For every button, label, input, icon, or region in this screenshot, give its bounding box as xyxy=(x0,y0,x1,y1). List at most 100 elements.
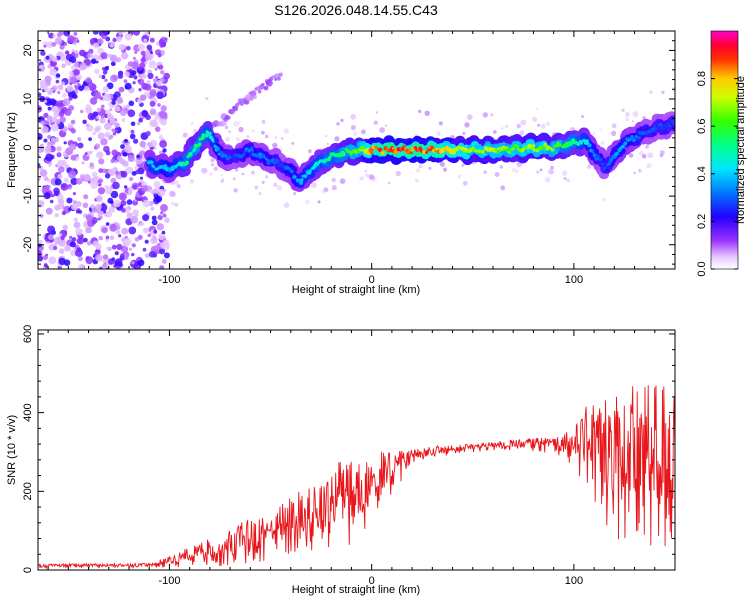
colorbar-gradient xyxy=(710,30,739,270)
noise-speckle xyxy=(64,245,71,252)
noise-speckle xyxy=(119,109,127,117)
noise-speckle xyxy=(121,207,126,213)
halo-speckle xyxy=(641,154,647,159)
halo-speckle xyxy=(395,170,401,177)
noise-speckle xyxy=(82,202,89,209)
noise-speckle xyxy=(157,64,164,70)
x-tick-label: -100 xyxy=(158,274,180,286)
noise-speckle xyxy=(123,237,132,246)
ridge-cell xyxy=(587,143,592,148)
noise-speckle xyxy=(139,140,146,148)
halo-speckle xyxy=(638,150,645,156)
noise-speckle xyxy=(63,141,67,145)
colorbar-label: Normalized spectral amplitude xyxy=(735,76,747,224)
branch-speckle xyxy=(227,116,231,120)
halo-speckle xyxy=(592,132,595,135)
branch-speckle xyxy=(265,79,273,87)
halo-speckle xyxy=(415,168,421,173)
halo-speckle xyxy=(511,167,516,173)
noise-speckle xyxy=(102,31,110,36)
ridge-cell xyxy=(300,178,304,182)
noise-speckle xyxy=(117,38,121,43)
noise-speckle xyxy=(69,143,77,151)
noise-speckle xyxy=(62,93,67,98)
halo-speckle xyxy=(272,142,278,149)
noise-speckle xyxy=(114,122,120,128)
noise-speckle xyxy=(38,92,42,98)
noise-speckle xyxy=(78,210,83,214)
ridge-cell xyxy=(566,144,570,148)
halo-speckle xyxy=(250,170,256,175)
halo-speckle xyxy=(307,149,312,154)
noise-speckle xyxy=(56,100,65,108)
noise-speckle xyxy=(140,57,146,63)
noise-speckle xyxy=(124,71,130,78)
noise-speckle xyxy=(44,99,48,104)
noise-speckle xyxy=(118,234,122,238)
spectrogram-x-ticks: -100 0 100 xyxy=(47,31,676,286)
noise-speckle xyxy=(55,79,60,84)
noise-speckle xyxy=(97,151,103,158)
branch-speckle xyxy=(261,82,265,87)
noise-speckle xyxy=(158,232,166,241)
halo-speckle xyxy=(361,129,366,135)
ridge-cell xyxy=(594,156,599,161)
branch-speckle xyxy=(263,85,269,91)
halo-speckle xyxy=(540,123,546,129)
noise-speckle xyxy=(120,171,128,178)
colorbar: 0.0 0.2 0.4 0.6 0.8 Normalized spectral ampl… xyxy=(696,30,747,277)
noise-speckle xyxy=(38,165,44,171)
noise-speckle xyxy=(76,210,80,214)
ridge-cell xyxy=(212,140,215,143)
noise-speckle xyxy=(88,137,92,142)
ridge-cell xyxy=(628,138,632,142)
noise-speckle xyxy=(147,233,151,237)
halo-speckle xyxy=(659,150,665,156)
noise-speckle xyxy=(74,82,79,86)
halo-speckle xyxy=(462,131,466,135)
halo-speckle xyxy=(428,166,432,170)
noise-speckle xyxy=(41,126,49,134)
ridge-cell xyxy=(249,146,254,150)
noise-speckle xyxy=(108,258,115,265)
noise-speckle xyxy=(91,165,95,169)
noise-speckle xyxy=(140,179,144,184)
noise-speckle xyxy=(158,135,164,140)
halo-speckle xyxy=(539,168,543,172)
colorbar-tick-label: 0.2 xyxy=(696,214,708,229)
noise-speckle xyxy=(145,130,151,137)
noise-speckle xyxy=(92,131,96,136)
noise-speckle xyxy=(48,32,55,39)
noise-speckle xyxy=(162,148,167,153)
ridge-cell xyxy=(425,151,429,154)
noise-speckle xyxy=(98,266,103,269)
noise-speckle xyxy=(146,80,151,84)
noise-speckle xyxy=(87,52,93,59)
noise-speckle xyxy=(153,180,161,188)
ridge-cell xyxy=(508,151,511,154)
ridge-cell xyxy=(591,151,595,155)
noise-speckle xyxy=(57,198,65,205)
noise-speckle xyxy=(83,173,91,181)
snr-frame xyxy=(37,329,676,571)
noise-speckle xyxy=(122,151,128,157)
noise-speckle xyxy=(70,119,76,125)
ridge-cell xyxy=(193,147,197,152)
noise-speckle xyxy=(58,31,66,36)
noise-speckle xyxy=(89,97,98,105)
halo-speckle xyxy=(439,161,445,167)
noise-speckle xyxy=(159,111,168,119)
halo-speckle xyxy=(587,164,592,169)
ridge-cell xyxy=(197,142,202,147)
halo-speckle xyxy=(189,179,194,184)
halo-speckle xyxy=(340,118,344,123)
halo-speckle xyxy=(213,166,218,171)
halo-speckle xyxy=(291,142,295,145)
snr-line xyxy=(38,385,675,570)
noise-speckle xyxy=(128,226,137,235)
noise-speckle xyxy=(153,229,158,234)
noise-speckle xyxy=(109,118,116,125)
halo-speckle xyxy=(561,170,568,176)
noise-speckle xyxy=(140,221,145,227)
noise-speckle xyxy=(85,214,93,222)
